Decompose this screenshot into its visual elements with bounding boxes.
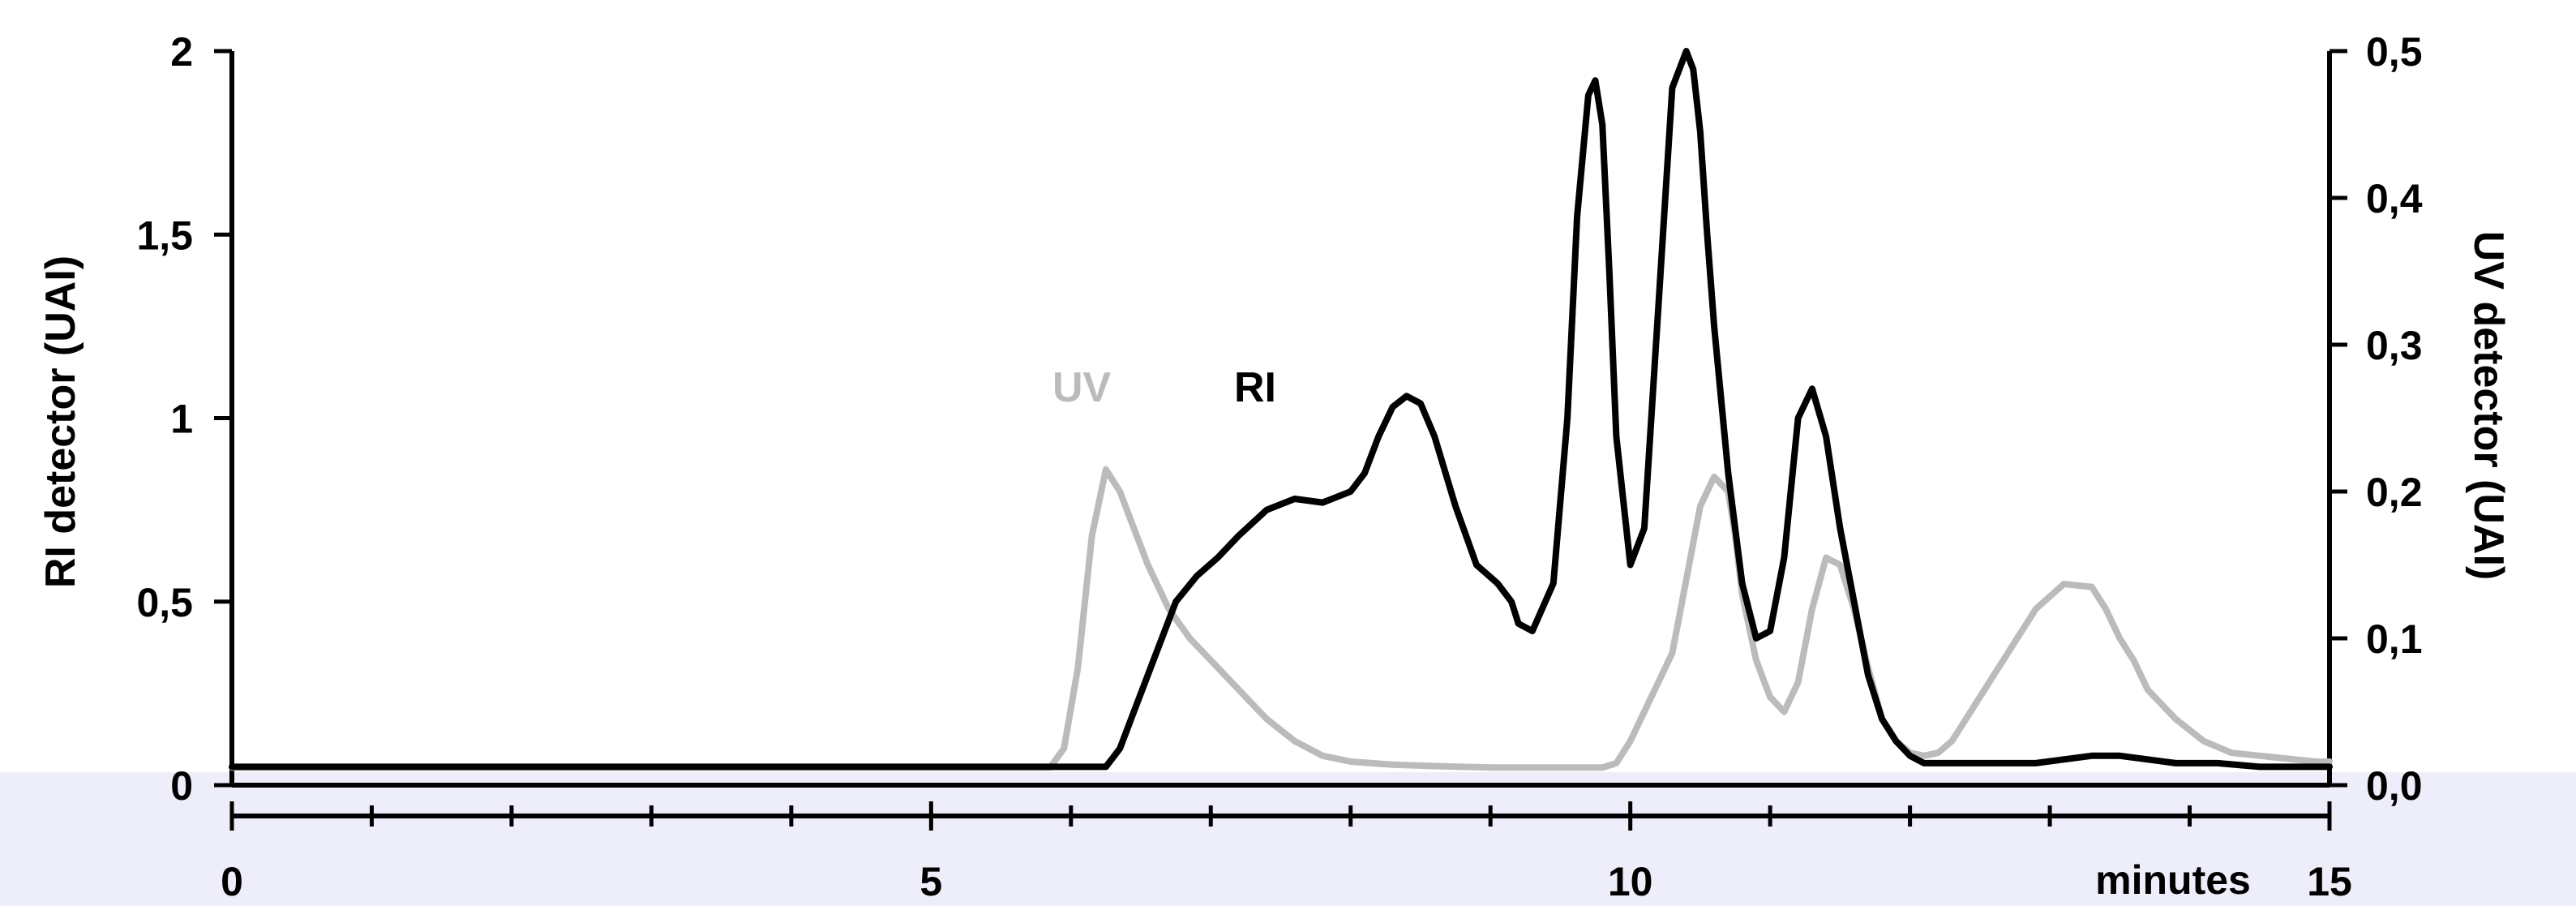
plot-footer-band [0,772,2576,906]
right-y-tick-label: 0,0 [2366,763,2423,809]
left-y-tick-label: 0,5 [136,580,193,625]
series-label-uv: UV [1052,364,1112,411]
right-y-tick-label: 0,3 [2366,323,2423,368]
left-y-axis-title: RI detector (UAI) [37,255,84,588]
left-y-tick-label: 1 [170,397,193,442]
x-axis-title: minutes [2095,857,2251,903]
x-tick-label: 5 [919,859,942,904]
x-tick-label: 0 [221,859,243,904]
left-y-tick-label: 0 [170,763,193,809]
series-label-ri: RI [1234,364,1276,411]
left-y-tick-label: 1,5 [136,213,193,258]
chart-ticks: 0 0,5 1 1,5 2 0,0 0,1 0,2 0,3 0,4 0,5 0 5 10 15 [136,29,2422,904]
chart-axes [229,51,2332,818]
right-y-tick-label: 0,5 [2366,29,2423,75]
right-y-tick-label: 0,4 [2366,176,2423,221]
right-y-tick-label: 0,2 [2366,470,2423,515]
series-line-ri [229,48,2333,771]
series-line-uv [229,466,2333,771]
x-tick-label: 10 [1608,859,1653,904]
chart-series [229,48,2333,771]
x-tick-label: 15 [2307,859,2352,904]
left-y-tick-label: 2 [170,29,193,75]
right-y-axis-title: UV detector (UAI) [2465,231,2512,580]
right-y-tick-label: 0,1 [2366,616,2423,662]
